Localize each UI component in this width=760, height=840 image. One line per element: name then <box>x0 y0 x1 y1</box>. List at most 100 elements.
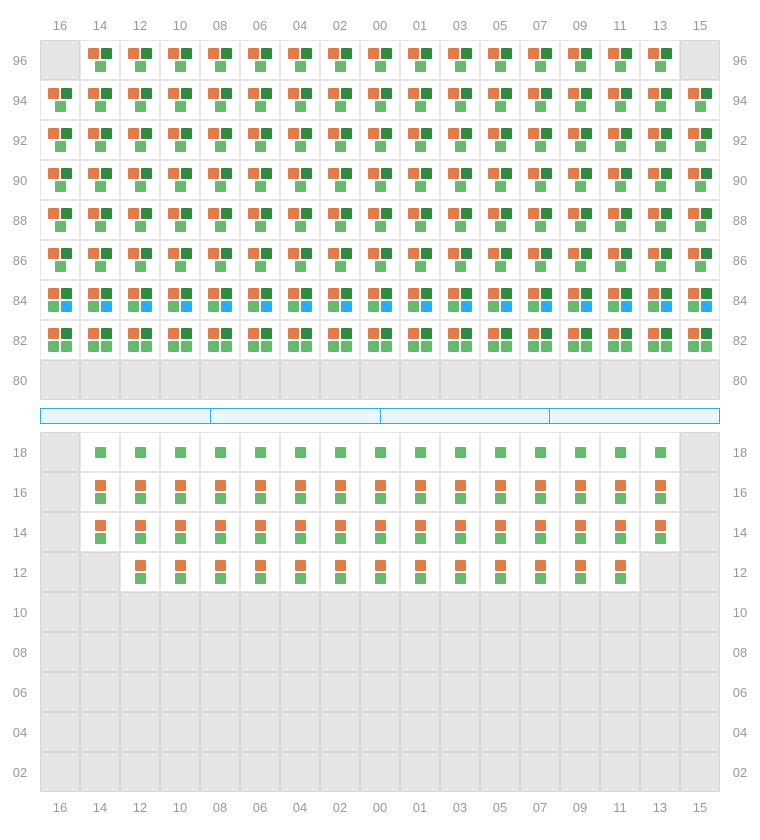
seat-cell[interactable] <box>80 432 120 472</box>
seat[interactable] <box>221 248 232 259</box>
seat-cell[interactable] <box>360 512 400 552</box>
seat[interactable] <box>528 88 539 99</box>
seat[interactable] <box>581 248 592 259</box>
seat[interactable] <box>88 248 99 259</box>
seat[interactable] <box>181 341 192 352</box>
seat[interactable] <box>455 480 466 491</box>
seat-cell[interactable] <box>240 432 280 472</box>
seat[interactable] <box>288 341 299 352</box>
seat[interactable] <box>568 248 579 259</box>
seat[interactable] <box>248 301 259 312</box>
seat[interactable] <box>175 261 186 272</box>
seat[interactable] <box>48 301 59 312</box>
seat[interactable] <box>541 88 552 99</box>
seat[interactable] <box>455 493 466 504</box>
seat[interactable] <box>61 88 72 99</box>
seat[interactable] <box>615 573 626 584</box>
seat[interactable] <box>301 88 312 99</box>
seat-cell[interactable] <box>520 472 560 512</box>
seat[interactable] <box>648 301 659 312</box>
seat[interactable] <box>461 301 472 312</box>
seat[interactable] <box>295 447 306 458</box>
seat[interactable] <box>408 208 419 219</box>
seat[interactable] <box>488 48 499 59</box>
seat[interactable] <box>101 208 112 219</box>
seat[interactable] <box>461 328 472 339</box>
seat-cell[interactable] <box>280 240 320 280</box>
seat[interactable] <box>128 328 139 339</box>
seat[interactable] <box>421 301 432 312</box>
seat-cell[interactable] <box>480 552 520 592</box>
seat[interactable] <box>175 221 186 232</box>
seat[interactable] <box>581 328 592 339</box>
seat[interactable] <box>655 533 666 544</box>
seat[interactable] <box>688 288 699 299</box>
seat-cell[interactable] <box>80 160 120 200</box>
seat[interactable] <box>261 341 272 352</box>
seat-cell[interactable] <box>160 432 200 472</box>
seat-cell[interactable] <box>120 280 160 320</box>
seat[interactable] <box>221 88 232 99</box>
seat-cell[interactable] <box>560 280 600 320</box>
seat[interactable] <box>135 141 146 152</box>
seat[interactable] <box>615 61 626 72</box>
seat[interactable] <box>448 248 459 259</box>
seat-cell[interactable] <box>440 512 480 552</box>
seat[interactable] <box>495 101 506 112</box>
seat[interactable] <box>335 61 346 72</box>
seat-cell[interactable] <box>360 80 400 120</box>
seat[interactable] <box>335 221 346 232</box>
seat[interactable] <box>615 101 626 112</box>
seat-cell[interactable] <box>480 512 520 552</box>
seat[interactable] <box>688 341 699 352</box>
seat[interactable] <box>215 141 226 152</box>
seat[interactable] <box>541 128 552 139</box>
seat[interactable] <box>575 261 586 272</box>
seat-cell[interactable] <box>640 432 680 472</box>
seat[interactable] <box>328 248 339 259</box>
seat[interactable] <box>288 328 299 339</box>
seat[interactable] <box>375 480 386 491</box>
seat[interactable] <box>408 301 419 312</box>
seat[interactable] <box>255 61 266 72</box>
seat-cell[interactable] <box>480 280 520 320</box>
seat-cell[interactable] <box>480 320 520 360</box>
seat[interactable] <box>208 341 219 352</box>
seat-cell[interactable] <box>400 120 440 160</box>
seat[interactable] <box>175 61 186 72</box>
seat-cell[interactable] <box>360 472 400 512</box>
seat[interactable] <box>168 328 179 339</box>
seat-cell[interactable] <box>320 80 360 120</box>
seat-cell[interactable] <box>600 472 640 512</box>
seat[interactable] <box>695 261 706 272</box>
seat-cell[interactable] <box>240 512 280 552</box>
seat[interactable] <box>295 261 306 272</box>
seat[interactable] <box>88 328 99 339</box>
seat[interactable] <box>101 301 112 312</box>
seat[interactable] <box>575 493 586 504</box>
seat[interactable] <box>335 261 346 272</box>
seat[interactable] <box>461 88 472 99</box>
seat-cell[interactable] <box>440 80 480 120</box>
seat-cell[interactable] <box>400 240 440 280</box>
seat-cell[interactable] <box>640 280 680 320</box>
seat[interactable] <box>648 168 659 179</box>
seat[interactable] <box>381 328 392 339</box>
seat[interactable] <box>88 48 99 59</box>
seat-cell[interactable] <box>680 80 720 120</box>
seat-cell[interactable] <box>520 432 560 472</box>
seat-cell[interactable] <box>280 512 320 552</box>
seat[interactable] <box>648 328 659 339</box>
seat-cell[interactable] <box>40 280 80 320</box>
seat-cell[interactable] <box>520 512 560 552</box>
seat[interactable] <box>535 447 546 458</box>
seat-cell[interactable] <box>400 320 440 360</box>
seat[interactable] <box>615 181 626 192</box>
seat[interactable] <box>368 288 379 299</box>
seat-cell[interactable] <box>240 80 280 120</box>
seat[interactable] <box>328 328 339 339</box>
seat[interactable] <box>95 101 106 112</box>
seat[interactable] <box>448 341 459 352</box>
seat[interactable] <box>175 101 186 112</box>
seat[interactable] <box>488 208 499 219</box>
